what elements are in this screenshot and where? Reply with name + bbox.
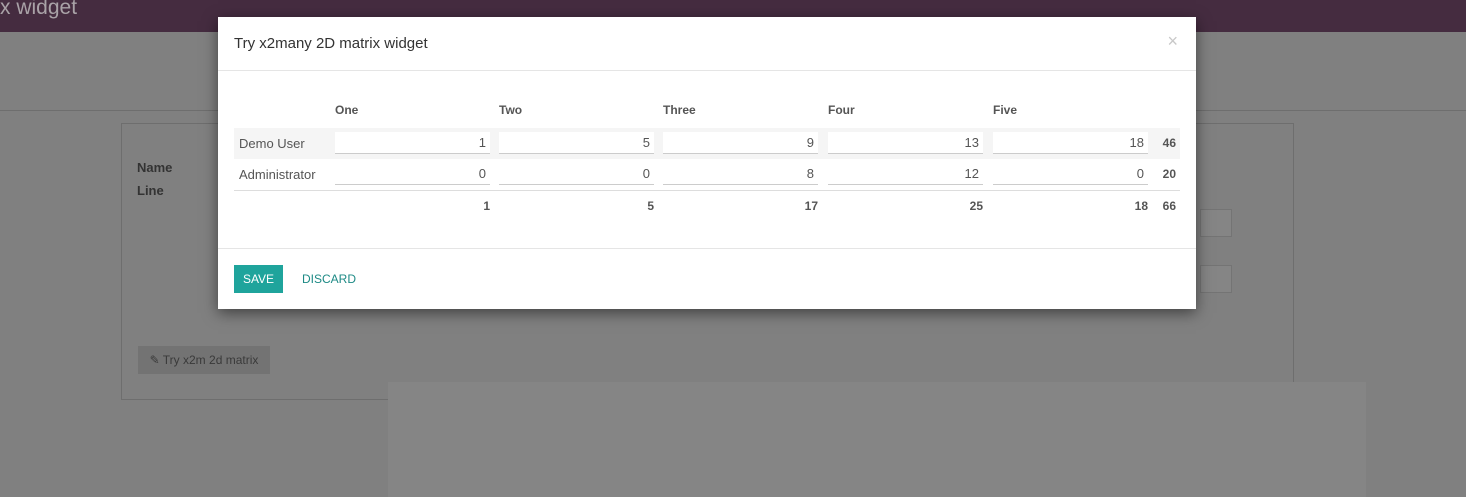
save-button[interactable]: SAVE bbox=[234, 265, 283, 293]
column-total: 25 bbox=[969, 199, 983, 213]
matrix-cell-input[interactable] bbox=[828, 163, 983, 185]
divider bbox=[218, 248, 1196, 249]
try-matrix-button[interactable]: ✎ Try x2m 2d matrix bbox=[138, 346, 270, 374]
column-header: Two bbox=[499, 103, 523, 117]
column-total: 1 bbox=[483, 199, 490, 213]
column-total: 18 bbox=[1134, 199, 1148, 213]
background-field bbox=[1200, 265, 1232, 293]
matrix-table: One Two Three Four Five Demo User 46 Administ… bbox=[234, 97, 1180, 222]
row-total: 20 bbox=[1162, 167, 1176, 181]
column-header: One bbox=[335, 103, 359, 117]
row-label: Demo User bbox=[239, 136, 305, 151]
name-label: Name bbox=[137, 160, 173, 175]
row-total: 46 bbox=[1162, 136, 1176, 150]
matrix-cell-input[interactable] bbox=[335, 132, 490, 154]
table-row: Demo User 46 bbox=[234, 128, 1180, 159]
matrix-cell-input[interactable] bbox=[335, 163, 490, 185]
matrix-cell-input[interactable] bbox=[828, 132, 983, 154]
line-label: Line bbox=[137, 183, 164, 198]
column-header: Three bbox=[663, 103, 696, 117]
divider bbox=[218, 70, 1196, 71]
column-total: 17 bbox=[804, 199, 818, 213]
table-row: Administrator 20 bbox=[234, 159, 1180, 191]
dialog-title: Try x2many 2D matrix widget bbox=[234, 35, 428, 52]
matrix-cell-input[interactable] bbox=[663, 163, 818, 185]
matrix-cell-input[interactable] bbox=[993, 163, 1148, 185]
dialog: Try x2many 2D matrix widget × One Two Thre… bbox=[218, 17, 1196, 309]
row-label: Administrator bbox=[239, 167, 316, 182]
close-icon[interactable]: × bbox=[1167, 31, 1178, 51]
column-header: Five bbox=[993, 103, 1018, 117]
column-total: 5 bbox=[647, 199, 654, 213]
totals-row: 1 5 17 25 18 66 bbox=[234, 191, 1180, 222]
edit-icon: ✎ bbox=[149, 353, 163, 367]
matrix-cell-input[interactable] bbox=[499, 163, 654, 185]
column-header: Four bbox=[828, 103, 855, 117]
grand-total: 66 bbox=[1162, 199, 1176, 213]
page-title: x widget bbox=[0, 0, 78, 19]
background-field bbox=[1200, 209, 1232, 237]
matrix-cell-input[interactable] bbox=[993, 132, 1148, 154]
matrix-cell-input[interactable] bbox=[499, 132, 654, 154]
header-row: One Two Three Four Five bbox=[234, 97, 1180, 128]
background-panel bbox=[388, 382, 1366, 497]
matrix-cell-input[interactable] bbox=[663, 132, 818, 154]
discard-button[interactable]: DISCARD bbox=[302, 272, 357, 286]
